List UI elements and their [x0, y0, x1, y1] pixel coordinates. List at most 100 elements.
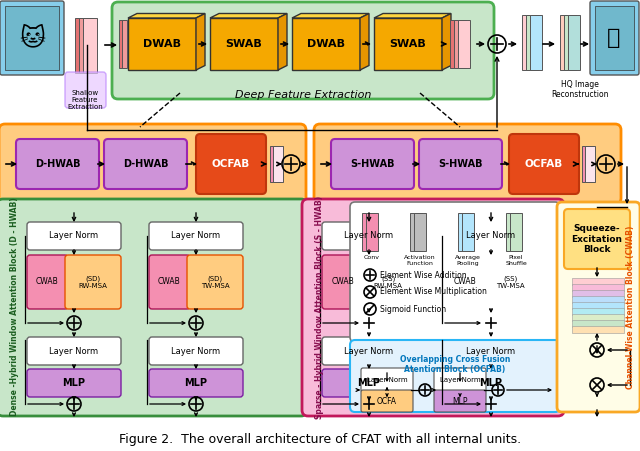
Bar — [572, 302, 624, 309]
FancyBboxPatch shape — [302, 199, 564, 416]
Text: Average
Pooling: Average Pooling — [455, 255, 481, 266]
Bar — [462, 213, 474, 251]
FancyBboxPatch shape — [322, 337, 416, 365]
FancyBboxPatch shape — [149, 369, 243, 397]
FancyBboxPatch shape — [509, 134, 579, 194]
Bar — [568, 15, 580, 70]
FancyBboxPatch shape — [104, 139, 187, 189]
Bar — [374, 18, 442, 70]
Bar — [530, 15, 542, 70]
Text: MLP: MLP — [452, 396, 468, 405]
Bar — [526, 15, 538, 70]
Text: Squeeze-
Excitation
Block: Squeeze- Excitation Block — [572, 224, 623, 254]
Polygon shape — [360, 14, 369, 70]
Text: (SD)
RW-MSA: (SD) RW-MSA — [79, 275, 108, 289]
FancyBboxPatch shape — [331, 139, 414, 189]
Text: Layer Norm: Layer Norm — [440, 377, 480, 383]
FancyBboxPatch shape — [361, 368, 413, 392]
Text: (SD)
TW-MSA: (SD) TW-MSA — [201, 275, 229, 289]
Text: Layer Norm: Layer Norm — [367, 377, 407, 383]
Bar — [572, 296, 624, 303]
Bar — [458, 213, 470, 251]
Text: MLP: MLP — [358, 378, 381, 388]
FancyBboxPatch shape — [590, 1, 639, 75]
Bar — [273, 146, 283, 182]
Text: SWAB: SWAB — [390, 39, 426, 49]
Text: MLP: MLP — [63, 378, 86, 388]
Text: 🦝: 🦝 — [607, 28, 621, 48]
Bar — [83, 18, 97, 73]
FancyBboxPatch shape — [444, 337, 538, 365]
Text: OCFAB: OCFAB — [525, 159, 563, 169]
Bar — [458, 20, 470, 68]
Text: D-HWAB: D-HWAB — [123, 159, 168, 169]
FancyBboxPatch shape — [27, 369, 121, 397]
Bar — [595, 6, 634, 70]
Text: CWAB: CWAB — [158, 277, 181, 286]
FancyBboxPatch shape — [444, 255, 485, 309]
FancyBboxPatch shape — [322, 369, 416, 397]
FancyBboxPatch shape — [65, 72, 106, 108]
Bar — [506, 213, 518, 251]
FancyBboxPatch shape — [434, 390, 486, 412]
Text: Layer Norm: Layer Norm — [49, 231, 99, 240]
Polygon shape — [128, 14, 205, 18]
FancyBboxPatch shape — [0, 1, 64, 75]
Polygon shape — [292, 14, 369, 18]
FancyBboxPatch shape — [0, 199, 307, 416]
Text: DWAB: DWAB — [143, 39, 181, 49]
Text: 🐱: 🐱 — [19, 26, 45, 50]
Bar — [122, 20, 127, 68]
FancyBboxPatch shape — [361, 390, 413, 412]
Text: CWAB: CWAB — [36, 277, 59, 286]
Bar — [128, 18, 196, 70]
FancyBboxPatch shape — [149, 337, 243, 365]
Bar — [564, 15, 576, 70]
Bar — [5, 6, 59, 70]
FancyBboxPatch shape — [322, 255, 363, 309]
Bar — [522, 15, 534, 70]
Text: Element Wise Addition: Element Wise Addition — [380, 271, 467, 280]
Text: CWAB: CWAB — [453, 277, 476, 286]
FancyBboxPatch shape — [419, 139, 502, 189]
FancyBboxPatch shape — [187, 255, 243, 309]
FancyBboxPatch shape — [444, 222, 538, 250]
Bar — [366, 213, 378, 251]
Text: CWAB: CWAB — [331, 277, 354, 286]
Bar — [560, 15, 572, 70]
Bar — [572, 308, 624, 315]
FancyBboxPatch shape — [314, 124, 621, 204]
Text: OCFA: OCFA — [377, 396, 397, 405]
FancyBboxPatch shape — [27, 222, 121, 250]
Text: S-HWAB: S-HWAB — [350, 159, 395, 169]
Bar — [292, 18, 360, 70]
Text: Element Wise Multiplication: Element Wise Multiplication — [380, 287, 487, 296]
Polygon shape — [442, 14, 451, 70]
Text: Pixel
Shuffle: Pixel Shuffle — [505, 255, 527, 266]
Text: SWAB: SWAB — [226, 39, 262, 49]
FancyBboxPatch shape — [350, 202, 560, 342]
FancyBboxPatch shape — [27, 255, 68, 309]
FancyBboxPatch shape — [350, 340, 560, 412]
Text: MLP: MLP — [479, 378, 502, 388]
FancyBboxPatch shape — [16, 139, 99, 189]
Text: Layer Norm: Layer Norm — [172, 346, 221, 355]
Text: Shallow
Feature
Extraction: Shallow Feature Extraction — [67, 90, 103, 110]
FancyBboxPatch shape — [482, 255, 538, 309]
Text: S-HWAB: S-HWAB — [438, 159, 483, 169]
Text: Layer Norm: Layer Norm — [467, 231, 516, 240]
FancyBboxPatch shape — [434, 368, 486, 392]
Bar — [572, 326, 624, 333]
Text: Overlapping Cross Fusion
Atention Block (OCFAB): Overlapping Cross Fusion Atention Block … — [400, 355, 510, 374]
Bar — [270, 146, 280, 182]
Bar — [450, 20, 462, 68]
Text: (SS)
TW-MSA: (SS) TW-MSA — [496, 275, 524, 289]
Text: Sparse - Hybrid Window Attention Block (S - HWAB): Sparse - Hybrid Window Attention Block (… — [316, 195, 324, 419]
Text: MLP: MLP — [184, 378, 207, 388]
FancyBboxPatch shape — [149, 255, 190, 309]
Text: DWAB: DWAB — [307, 39, 345, 49]
Text: Layer Norm: Layer Norm — [172, 231, 221, 240]
FancyBboxPatch shape — [196, 134, 266, 194]
FancyBboxPatch shape — [112, 2, 494, 99]
Polygon shape — [374, 14, 451, 18]
